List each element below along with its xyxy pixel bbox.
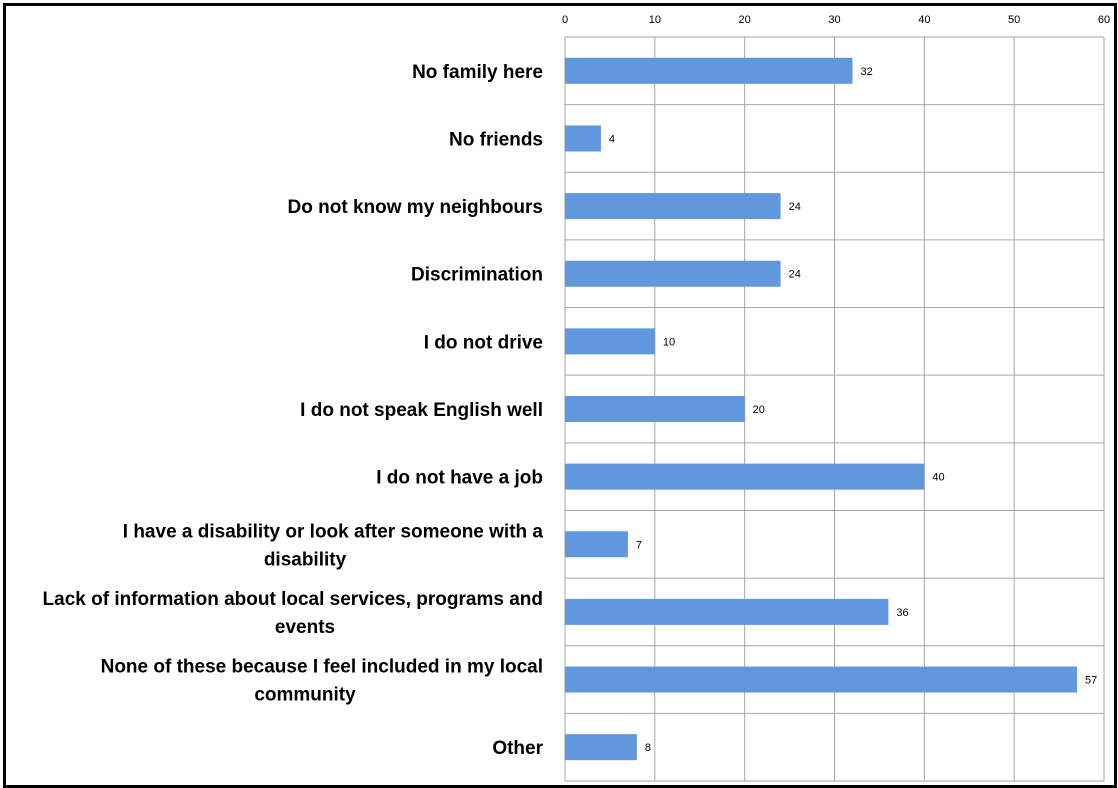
category-label: I do not drive <box>424 332 543 353</box>
category-label: disability <box>264 549 347 570</box>
category-label: None of these because I feel included in… <box>101 657 543 678</box>
bar <box>565 396 745 422</box>
bar-value-label: 4 <box>609 133 615 145</box>
bar-value-label: 10 <box>663 336 675 348</box>
x-tick-label: 60 <box>1098 14 1110 26</box>
bar <box>565 666 1078 693</box>
x-tick-label: 10 <box>649 14 661 26</box>
bar-value-label: 32 <box>860 66 872 78</box>
bar <box>565 463 925 490</box>
category-label: Lack of information about local services… <box>43 589 543 610</box>
bar-value-label: 40 <box>932 472 944 484</box>
category-label: I have a disability or look after someon… <box>123 521 544 542</box>
x-tick-label: 30 <box>828 14 840 26</box>
x-tick-label: 50 <box>1008 14 1020 26</box>
bar-value-label: 24 <box>789 269 801 281</box>
category-label: events <box>275 617 335 638</box>
category-label: Other <box>492 738 543 759</box>
category-label: No friends <box>449 129 543 150</box>
bar <box>565 57 853 84</box>
category-label: I do not speak English well <box>300 400 543 421</box>
bar <box>565 193 781 220</box>
bar <box>565 531 628 558</box>
x-tick-label: 20 <box>739 14 751 26</box>
category-label: No family here <box>412 62 543 83</box>
category-label: Do not know my neighbours <box>288 197 543 218</box>
category-label: I do not have a job <box>376 468 543 489</box>
category-label: community <box>254 685 356 706</box>
bar <box>565 125 601 152</box>
bar <box>565 734 637 761</box>
x-tick-label: 0 <box>562 14 568 26</box>
bar-value-label: 36 <box>896 607 908 619</box>
bar-value-label: 8 <box>645 742 651 754</box>
bar <box>565 260 781 287</box>
chart-frame <box>3 3 1117 788</box>
x-tick-label: 40 <box>918 14 930 26</box>
bar <box>565 328 655 355</box>
bar-value-label: 57 <box>1085 675 1097 687</box>
bar <box>565 598 889 625</box>
category-label: Discrimination <box>411 265 543 286</box>
bar-value-label: 7 <box>636 539 642 551</box>
bar-value-label: 24 <box>789 201 801 213</box>
bar-value-label: 20 <box>753 404 765 416</box>
